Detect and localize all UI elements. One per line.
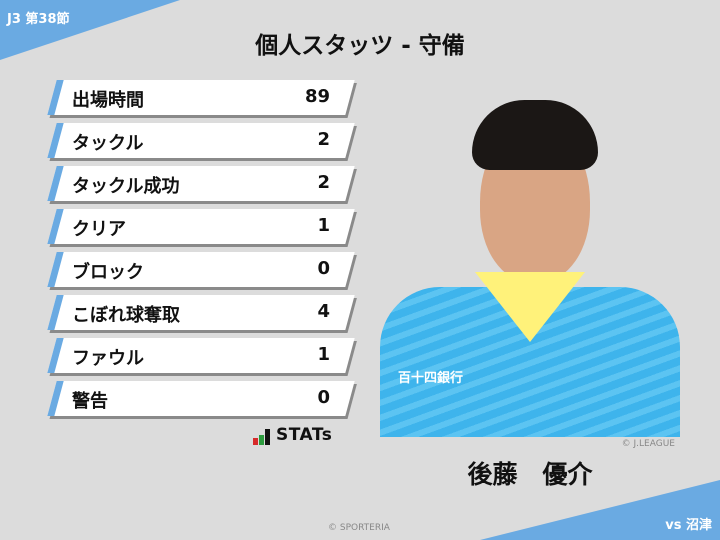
- stat-label: タックル: [72, 133, 144, 154]
- stat-row: ファウル 1: [47, 338, 355, 373]
- opponent-label: vs 沼津: [665, 518, 712, 533]
- page-title: 個人スタッツ - 守備: [255, 33, 465, 59]
- stat-label: 警告: [72, 391, 108, 412]
- stat-row: 出場時間 89: [47, 80, 355, 115]
- stat-label: クリア: [72, 219, 126, 240]
- stats-logo-text: STATs: [276, 425, 333, 445]
- stat-value: 1: [317, 215, 330, 236]
- stat-row: ブロック 0: [47, 252, 355, 287]
- round-label: J3 第38節: [7, 12, 70, 27]
- corner-banner-top: [0, 0, 180, 60]
- bar-chart-icon: [253, 429, 270, 445]
- stat-value: 2: [317, 129, 330, 150]
- stat-value: 0: [317, 258, 330, 279]
- corner-banner-bottom: [480, 480, 720, 540]
- stat-label: ファウル: [72, 348, 144, 369]
- stat-label: こぼれ球奪取: [72, 305, 180, 326]
- stat-row: こぼれ球奪取 4: [47, 295, 355, 330]
- stat-label: ブロック: [72, 262, 144, 283]
- stat-value: 0: [317, 387, 330, 408]
- stats-logo: STATs: [253, 425, 332, 445]
- player-photo: 百十四銀行: [380, 72, 680, 437]
- stat-label: 出場時間: [72, 90, 144, 111]
- stat-value: 1: [317, 344, 330, 365]
- stat-row: タックル成功 2: [47, 166, 355, 201]
- copyright: © SPORTERIA: [328, 523, 390, 533]
- stat-value: 4: [317, 301, 330, 322]
- stat-row: 警告 0: [47, 381, 355, 416]
- photo-credit: © J.LEAGUE: [621, 439, 675, 449]
- stat-label: タックル成功: [72, 176, 180, 197]
- stat-value: 89: [304, 86, 330, 107]
- sponsor-text: 百十四銀行: [398, 371, 464, 386]
- stat-row: タックル 2: [47, 123, 355, 158]
- stat-row: クリア 1: [47, 209, 355, 244]
- stat-value: 2: [317, 172, 330, 193]
